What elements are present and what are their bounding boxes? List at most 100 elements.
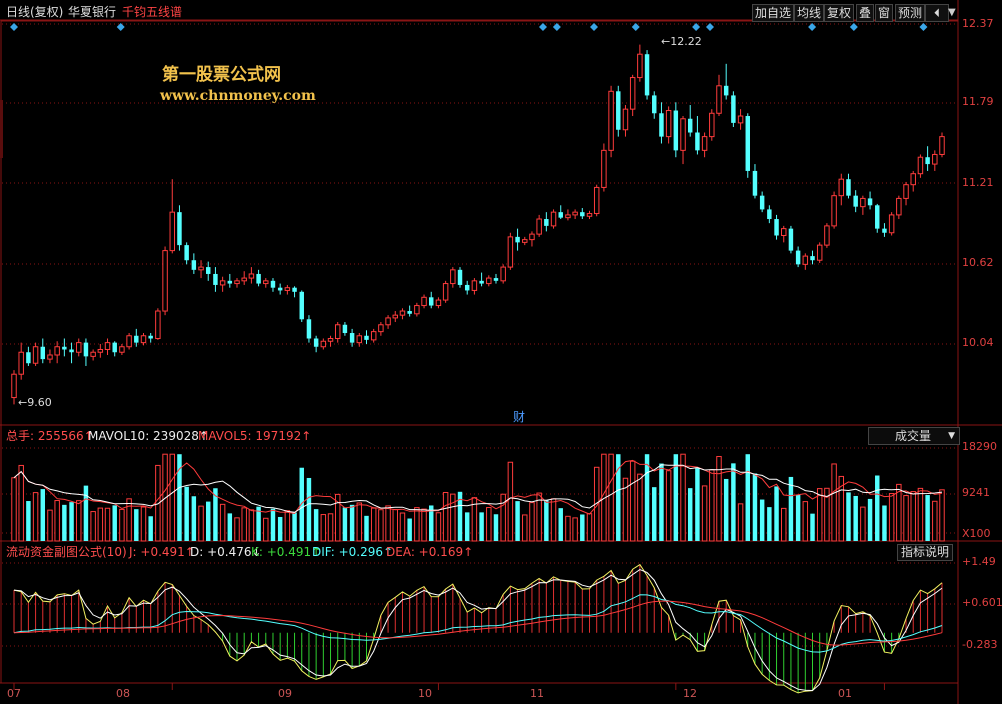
watermark-url: www.chnmoney.com: [160, 88, 316, 104]
indicator-d-value: D: +0.476↓: [190, 545, 262, 559]
candle-body: [126, 335, 132, 348]
high-price-marker: ←12.22: [661, 35, 702, 48]
candle-body: [558, 212, 563, 218]
volume-bar: [90, 511, 96, 542]
candle-body: [334, 324, 341, 340]
mavol5-label: MAVOL5: 197192↑: [198, 429, 312, 443]
volume-bar: [421, 508, 427, 542]
signal-diamond-icon: [631, 23, 640, 31]
mavol5-line: [13, 459, 943, 515]
candle-body: [500, 266, 506, 282]
candle-body: [565, 214, 571, 219]
volume-bar: [392, 508, 399, 542]
moving-average-button[interactable]: 均线: [794, 4, 825, 22]
volume-bar: [810, 513, 815, 541]
candle-body: [888, 214, 895, 234]
volume-bar: [788, 476, 794, 541]
volume-bar: [227, 513, 233, 541]
indicator-dif-value: DIF: +0.296↑: [312, 545, 394, 559]
candle-body: [256, 273, 261, 284]
volume-bar: [140, 506, 147, 542]
volume-bar: [767, 507, 772, 541]
candle-body: [104, 342, 111, 350]
candle-body: [292, 287, 297, 292]
mavol10-label: MAVOL10: 239028↑: [88, 429, 209, 443]
candle-body: [299, 291, 304, 320]
candle-body: [407, 311, 412, 314]
candle-body: [536, 218, 542, 235]
price-axis-label: 12.37: [962, 17, 994, 30]
volume-bar: [429, 505, 434, 541]
candle-body: [652, 95, 657, 114]
volume-bar: [134, 509, 139, 541]
candle-body: [846, 179, 851, 196]
window-button[interactable]: 窗: [875, 4, 894, 22]
volume-bar: [903, 495, 909, 542]
candle-body: [695, 132, 700, 151]
volume-bar: [507, 461, 514, 542]
candle-body: [62, 346, 67, 350]
volume-bar: [629, 460, 636, 542]
add-favorite-button[interactable]: 加自选: [752, 4, 795, 22]
volume-bar: [69, 502, 74, 541]
candle-body: [486, 277, 492, 285]
candle-body: [853, 195, 858, 207]
volume-bar: [665, 470, 672, 542]
volume-axis-label: 9241: [962, 486, 990, 499]
adjust-price-button[interactable]: 复权: [824, 4, 855, 22]
volume-bar: [486, 507, 492, 542]
volume-bar: [544, 500, 549, 541]
price-axis-label: 11.79: [962, 95, 994, 108]
candle-body: [148, 335, 153, 339]
volume-bar: [47, 509, 53, 542]
candle-body: [731, 95, 736, 123]
volume-bar: [536, 492, 542, 542]
candle-body: [392, 314, 399, 319]
volume-bar: [529, 502, 535, 542]
volume-bar: [550, 498, 557, 542]
volume-bar: [54, 500, 60, 542]
candle-body: [76, 342, 82, 353]
candle-body: [457, 269, 463, 285]
candle-body: [54, 346, 60, 356]
volume-bar: [112, 505, 117, 541]
candle-body: [659, 113, 664, 137]
volume-bar: [349, 504, 355, 541]
volume-bar: [774, 486, 779, 541]
candle-body: [184, 245, 189, 261]
indicator-title[interactable]: 流动资金副图公式(10): [6, 545, 127, 559]
volume-bar: [802, 501, 809, 542]
volume-bar: [860, 506, 866, 542]
dropdown-arrow-icon[interactable]: ▼: [948, 7, 956, 18]
finance-marker[interactable]: 财: [513, 410, 526, 424]
volume-bar: [219, 503, 226, 542]
volume-bar: [62, 504, 67, 541]
candle-body: [162, 250, 168, 312]
indicator-name[interactable]: 千钧五线谱: [122, 5, 183, 19]
indicator-axis-label: -0.283: [962, 638, 998, 651]
candle-body: [529, 233, 535, 241]
candle-body: [701, 136, 708, 151]
volume-bar: [608, 453, 614, 542]
overlay-button[interactable]: 叠: [856, 4, 875, 22]
volume-indicator-selector[interactable]: 成交量 ▼: [868, 427, 960, 445]
candle-body: [629, 77, 636, 110]
predict-button[interactable]: 预测: [895, 4, 926, 22]
candle-body: [608, 90, 614, 151]
volume-bar: [327, 513, 334, 542]
candle-body: [810, 256, 815, 261]
period-label[interactable]: 日线(复权): [6, 5, 64, 19]
chevron-left-bar-icon[interactable]: ⏴: [925, 4, 949, 22]
volume-bar: [759, 499, 765, 541]
volume-bar: [206, 501, 211, 541]
indicator-help-button[interactable]: 指标说明: [897, 544, 954, 561]
volume-bar: [270, 508, 276, 541]
time-axis-label: 09: [278, 687, 292, 700]
volume-bar: [680, 453, 686, 542]
volume-bar: [816, 488, 823, 542]
candle-body: [831, 195, 837, 227]
indicator-k-value: K: +0.491↑: [251, 545, 322, 559]
candle-body: [198, 266, 204, 271]
